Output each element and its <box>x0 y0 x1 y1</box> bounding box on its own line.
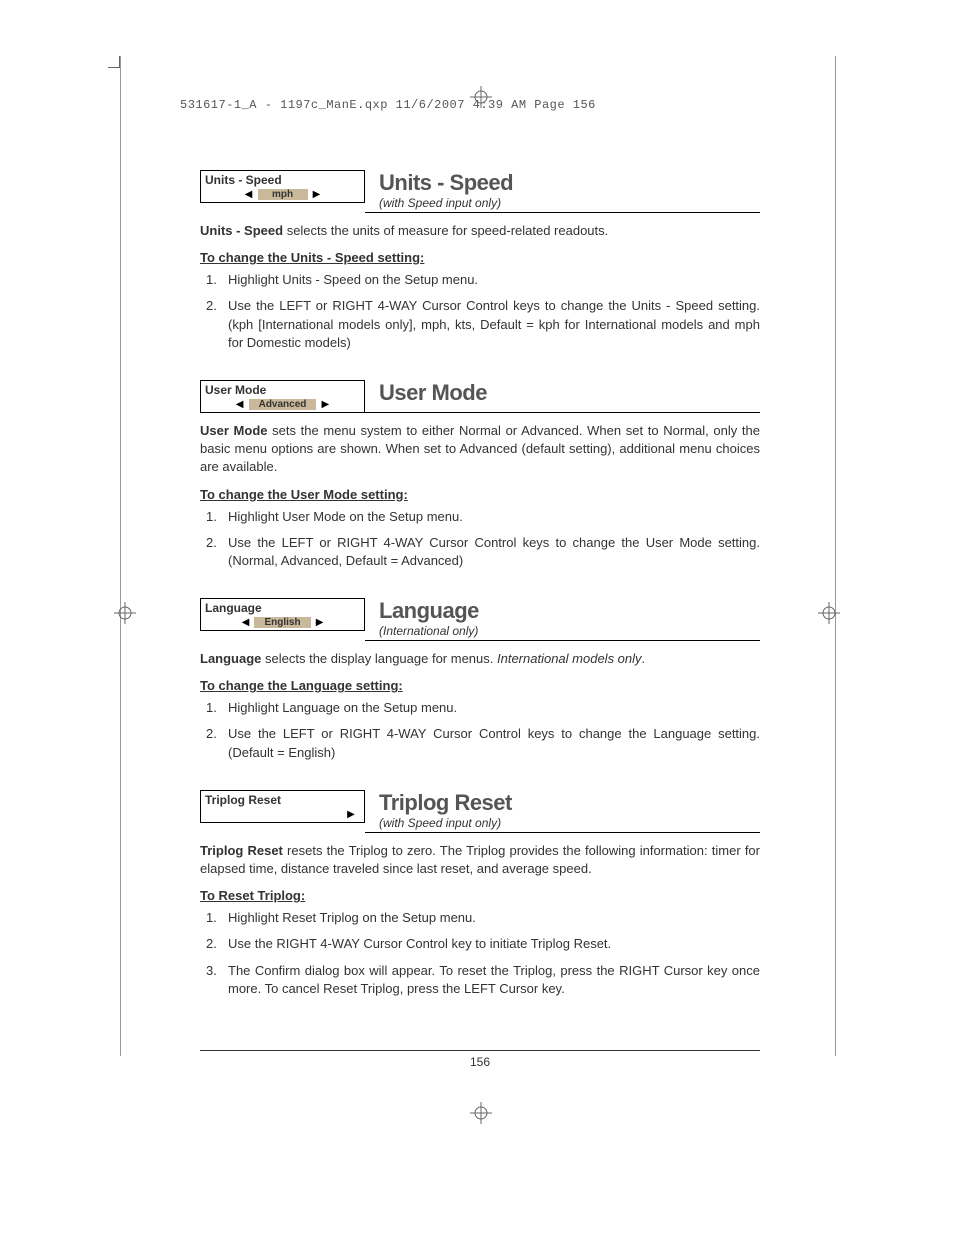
menu-label: Language <box>201 599 364 615</box>
steps-list: Highlight Units - Speed on the Setup men… <box>200 271 760 352</box>
step-item: Use the RIGHT 4-WAY Cursor Control key t… <box>228 935 760 953</box>
section-language: Language ◀ English ▶ Language (Internati… <box>200 598 760 762</box>
step-item: Highlight User Mode on the Setup menu. <box>228 508 760 526</box>
instruction-heading: To change the User Mode setting: <box>200 487 760 502</box>
section-title: Triplog Reset <box>379 790 760 816</box>
instruction-heading: To change the Language setting: <box>200 678 760 693</box>
section-title-block: User Mode <box>365 380 760 413</box>
menu-label: Triplog Reset <box>201 791 364 807</box>
menu-value: mph <box>258 189 308 200</box>
section-user-mode: User Mode ◀ Advanced ▶ User Mode User Mo… <box>200 380 760 570</box>
page-content: Units - Speed ◀ mph ▶ Units - Speed (wit… <box>200 170 760 1026</box>
step-item: Highlight Language on the Setup menu. <box>228 699 760 717</box>
intro-text: Triplog Reset resets the Triplog to zero… <box>200 842 760 878</box>
registration-mark-icon <box>818 602 840 624</box>
section-title-block: Units - Speed (with Speed input only) <box>365 170 760 213</box>
menu-value: Advanced <box>249 399 317 410</box>
menu-preview-units-speed: Units - Speed ◀ mph ▶ <box>200 170 365 203</box>
steps-list: Highlight Language on the Setup menu. Us… <box>200 699 760 762</box>
crop-line <box>835 56 836 1056</box>
step-item: Use the LEFT or RIGHT 4-WAY Cursor Contr… <box>228 297 760 352</box>
section-units-speed: Units - Speed ◀ mph ▶ Units - Speed (wit… <box>200 170 760 352</box>
steps-list: Highlight Reset Triplog on the Setup men… <box>200 909 760 998</box>
left-arrow-icon: ◀ <box>235 399 245 410</box>
menu-preview-user-mode: User Mode ◀ Advanced ▶ <box>200 380 365 413</box>
section-title: Units - Speed <box>379 170 760 196</box>
steps-list: Highlight User Mode on the Setup menu. U… <box>200 508 760 571</box>
section-title: Language <box>379 598 760 624</box>
step-item: Highlight Reset Triplog on the Setup men… <box>228 909 760 927</box>
menu-preview-language: Language ◀ English ▶ <box>200 598 365 631</box>
registration-mark-icon <box>470 86 492 108</box>
instruction-heading: To change the Units - Speed setting: <box>200 250 760 265</box>
section-title-block: Language (International only) <box>365 598 760 641</box>
instruction-heading: To Reset Triplog: <box>200 888 760 903</box>
menu-label: Units - Speed <box>201 171 364 187</box>
section-title-block: Triplog Reset (with Speed input only) <box>365 790 760 833</box>
right-arrow-icon: ▶ <box>320 399 330 410</box>
step-item: Use the LEFT or RIGHT 4-WAY Cursor Contr… <box>228 534 760 570</box>
section-triplog-reset: Triplog Reset ▶ Triplog Reset (with Spee… <box>200 790 760 998</box>
intro-text: Language selects the display language fo… <box>200 650 760 668</box>
step-item: The Confirm dialog box will appear. To r… <box>228 962 760 998</box>
registration-mark-icon <box>114 602 136 624</box>
section-subtitle: (International only) <box>379 624 760 638</box>
right-arrow-icon: ▶ <box>315 617 325 628</box>
left-arrow-icon: ◀ <box>240 617 250 628</box>
crop-mark <box>108 56 120 68</box>
step-item: Use the LEFT or RIGHT 4-WAY Cursor Contr… <box>228 725 760 761</box>
section-subtitle: (with Speed input only) <box>379 196 760 210</box>
section-title: User Mode <box>379 380 760 406</box>
right-arrow-icon: ▶ <box>312 189 322 200</box>
menu-value: English <box>254 617 310 628</box>
print-header: 531617-1_A - 1197c_ManE.qxp 11/6/2007 4:… <box>180 98 596 112</box>
right-arrow-icon: ▶ <box>346 809 356 820</box>
intro-text: Units - Speed selects the units of measu… <box>200 222 760 240</box>
intro-text: User Mode sets the menu system to either… <box>200 422 760 477</box>
menu-label: User Mode <box>201 381 364 397</box>
page-number: 156 <box>200 1050 760 1069</box>
menu-preview-triplog: Triplog Reset ▶ <box>200 790 365 823</box>
crop-line <box>120 56 121 1056</box>
section-subtitle: (with Speed input only) <box>379 816 760 830</box>
registration-mark-icon <box>470 1102 492 1124</box>
step-item: Highlight Units - Speed on the Setup men… <box>228 271 760 289</box>
left-arrow-icon: ◀ <box>244 189 254 200</box>
